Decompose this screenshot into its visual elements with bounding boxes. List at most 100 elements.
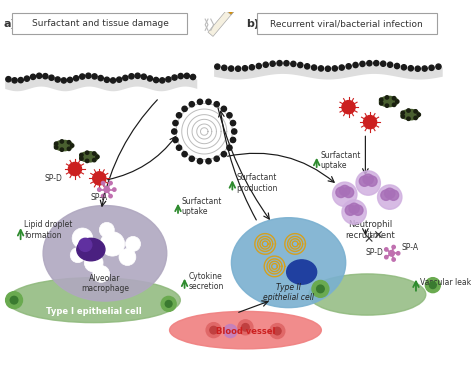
Circle shape: [93, 172, 106, 185]
Circle shape: [60, 140, 64, 143]
Text: b): b): [246, 19, 259, 29]
Circle shape: [401, 115, 404, 118]
Circle shape: [249, 65, 255, 70]
Circle shape: [189, 156, 194, 161]
Circle shape: [101, 181, 105, 185]
Circle shape: [291, 61, 296, 66]
Circle shape: [414, 110, 417, 113]
Text: Cytokine
secretion: Cytokine secretion: [188, 272, 224, 291]
Circle shape: [67, 77, 73, 83]
Circle shape: [381, 190, 391, 200]
Circle shape: [317, 285, 324, 293]
Circle shape: [342, 101, 355, 114]
Circle shape: [298, 62, 303, 68]
Circle shape: [173, 137, 178, 142]
Circle shape: [135, 73, 140, 79]
Circle shape: [67, 147, 71, 150]
Circle shape: [55, 142, 58, 145]
Circle shape: [109, 195, 112, 198]
Circle shape: [129, 74, 134, 79]
Text: a): a): [4, 19, 17, 29]
Circle shape: [10, 296, 18, 304]
Circle shape: [221, 152, 227, 157]
Circle shape: [160, 78, 165, 83]
Ellipse shape: [287, 260, 317, 284]
Circle shape: [374, 61, 379, 66]
Circle shape: [100, 222, 114, 237]
Circle shape: [429, 65, 434, 70]
Text: Type I epithelial cell: Type I epithelial cell: [46, 307, 142, 316]
Circle shape: [80, 157, 83, 160]
Circle shape: [273, 327, 281, 335]
Ellipse shape: [43, 206, 167, 301]
Circle shape: [359, 176, 370, 186]
Circle shape: [385, 104, 389, 107]
Circle shape: [388, 190, 399, 200]
Circle shape: [165, 301, 172, 307]
Text: Surfactant
production: Surfactant production: [236, 173, 277, 193]
Ellipse shape: [55, 141, 73, 151]
Circle shape: [230, 137, 236, 142]
Circle shape: [206, 323, 221, 338]
Circle shape: [384, 188, 395, 199]
Text: SP-A: SP-A: [91, 193, 108, 201]
Ellipse shape: [7, 278, 180, 323]
Circle shape: [119, 248, 136, 265]
Circle shape: [173, 120, 178, 126]
Text: Type II
epithelial cell: Type II epithelial cell: [263, 283, 314, 302]
Circle shape: [104, 77, 109, 83]
Circle shape: [422, 66, 427, 71]
Circle shape: [96, 155, 99, 159]
Text: Lipid droplet
formation: Lipid droplet formation: [24, 220, 73, 240]
Circle shape: [345, 205, 356, 215]
Text: Vascular leak: Vascular leak: [419, 278, 471, 287]
Circle shape: [24, 76, 29, 81]
Text: Recurrent viral/bacterial infection: Recurrent viral/bacterial infection: [270, 19, 423, 28]
Circle shape: [343, 187, 354, 197]
Circle shape: [242, 66, 247, 71]
Circle shape: [333, 182, 357, 207]
Circle shape: [104, 187, 109, 192]
Circle shape: [172, 75, 177, 80]
Circle shape: [79, 238, 92, 251]
Circle shape: [49, 75, 54, 80]
Circle shape: [73, 76, 79, 81]
Circle shape: [353, 205, 363, 215]
Circle shape: [178, 73, 183, 79]
Circle shape: [384, 248, 388, 251]
Circle shape: [61, 78, 66, 83]
Circle shape: [6, 77, 11, 82]
Circle shape: [311, 65, 317, 70]
Circle shape: [210, 326, 218, 334]
Circle shape: [381, 61, 386, 66]
Circle shape: [417, 113, 420, 116]
Circle shape: [236, 66, 241, 71]
Circle shape: [227, 145, 232, 150]
Circle shape: [93, 265, 109, 282]
FancyBboxPatch shape: [257, 14, 437, 34]
Circle shape: [387, 62, 393, 68]
Circle shape: [154, 77, 159, 83]
Circle shape: [238, 320, 253, 335]
Circle shape: [364, 116, 377, 129]
Circle shape: [380, 102, 383, 105]
Circle shape: [141, 74, 146, 79]
Circle shape: [230, 120, 236, 126]
Circle shape: [166, 77, 171, 82]
Circle shape: [43, 73, 48, 79]
Circle shape: [182, 152, 187, 157]
Circle shape: [85, 151, 89, 155]
Circle shape: [407, 117, 410, 120]
Circle shape: [305, 64, 310, 69]
Circle shape: [30, 74, 36, 80]
Circle shape: [92, 152, 96, 155]
Circle shape: [12, 78, 17, 83]
Circle shape: [256, 63, 262, 69]
Circle shape: [6, 292, 22, 309]
Circle shape: [396, 252, 400, 255]
Circle shape: [407, 109, 410, 112]
Circle shape: [176, 113, 182, 118]
Circle shape: [161, 297, 176, 311]
Circle shape: [84, 253, 103, 272]
Circle shape: [182, 106, 187, 112]
